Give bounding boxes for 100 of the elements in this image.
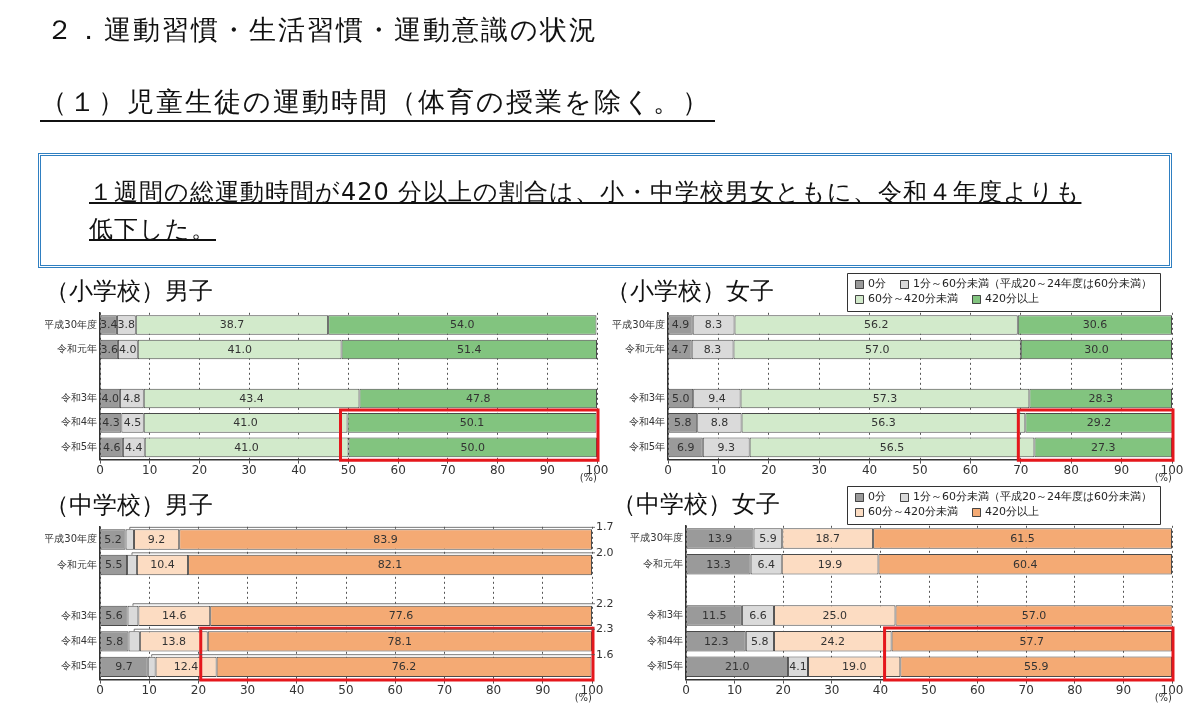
data-label: 4.4 [125, 440, 143, 454]
x-tick-label: 40 [291, 462, 307, 477]
data-label: 2.3 [596, 622, 614, 636]
data-label: 3.6 [100, 342, 118, 356]
data-label: 28.3 [1088, 391, 1113, 405]
y-tick-label: 令和元年 [57, 343, 97, 355]
data-label: 83.9 [373, 532, 398, 546]
y-tick-label: 令和3年 [628, 392, 665, 404]
data-label: 2.0 [596, 545, 614, 559]
chart-title: （中学校）男子 [45, 490, 213, 519]
data-label: 8.3 [704, 318, 723, 332]
x-tick-label: 10 [710, 462, 727, 477]
data-label: 5.8 [751, 634, 769, 648]
data-label: 21.0 [725, 660, 750, 674]
data-label: 47.8 [465, 391, 491, 405]
data-label: 56.2 [863, 318, 889, 332]
y-tick-label: 令和4年 [628, 416, 665, 428]
data-label: 13.8 [161, 634, 187, 648]
x-tick-label: 60 [969, 682, 986, 697]
y-tick-label: 令和4年 [646, 634, 683, 646]
data-label: 57.3 [872, 391, 898, 405]
data-label: 9.4 [708, 391, 726, 405]
x-tick-label: 30 [241, 462, 257, 477]
x-tick-label: 80 [485, 682, 502, 697]
data-label: 9.3 [717, 440, 735, 454]
data-label: 19.9 [817, 557, 843, 571]
x-tick-label: 90 [535, 682, 551, 697]
y-tick-label: 令和4年 [60, 634, 97, 646]
data-label: 5.8 [105, 634, 124, 648]
x-tick-label: 20 [190, 682, 207, 697]
text: （１）児童生徒の運動時間（体育の授業を除く。） [40, 84, 715, 122]
data-label: 57.0 [1021, 608, 1047, 622]
x-tick-label: 50 [921, 682, 937, 697]
x-tick-label: 90 [1115, 682, 1132, 697]
y-tick-label: 令和3年 [646, 609, 683, 621]
data-label: 3.8 [117, 318, 136, 332]
data-label: 4.1 [789, 660, 807, 674]
chart-title: （中学校）女子 [612, 489, 780, 518]
data-label: 77.6 [388, 609, 414, 623]
data-label: 2.2 [596, 596, 614, 610]
text: １週間の総運動時間が420 分以上の割合は、小・中学校男女ともに、令和４年度よりも低下した。 [89, 177, 1083, 245]
x-tick-label: 50 [340, 462, 357, 477]
data-label: 5.0 [672, 391, 690, 405]
x-tick-label: 0 [96, 462, 104, 477]
y-tick-label: 令和5年 [60, 440, 97, 452]
x-tick-label: 0 [664, 462, 672, 477]
data-label: 24.2 [820, 634, 846, 648]
x-tick-label: 20 [775, 682, 791, 697]
data-label: 13.3 [706, 557, 731, 571]
x-tick-label: 30 [239, 682, 256, 697]
x-tick-label: 90 [539, 462, 555, 477]
legend-label: 60分～420分未満 [868, 505, 959, 519]
y-tick-label: 令和元年 [57, 558, 97, 570]
x-tick-label: 50 [912, 462, 928, 477]
data-label: 4.3 [102, 416, 120, 430]
data-label: 13.9 [707, 531, 733, 545]
x-tick-label: 60 [962, 462, 979, 477]
data-label: 1.7 [596, 520, 614, 534]
y-tick-label: 令和元年 [625, 343, 665, 355]
x-tick-label: 10 [141, 682, 157, 697]
y-tick-label: 平成30年度 [630, 532, 683, 544]
x-tick-label: 20 [761, 462, 777, 477]
data-label: 41.0 [233, 416, 258, 430]
y-tick-label: 令和4年 [60, 416, 97, 428]
legend-label: 1分～60分未満（平成20～24年度は60分未満） [913, 490, 1153, 504]
data-label: 14.6 [162, 609, 187, 623]
data-label: 55.9 [1023, 660, 1049, 674]
legend-label: 1分～60分未満（平成20～24年度は60分未満） [913, 277, 1153, 291]
x-tick-label: 70 [1018, 682, 1034, 697]
legend-label: 60分～420分未満 [868, 292, 959, 306]
x-tick-label: 50 [338, 682, 354, 697]
data-label: 54.0 [450, 318, 475, 332]
data-label: 6.9 [676, 440, 695, 454]
x-tick-label: 90 [1113, 462, 1130, 477]
x-tick-label: 10 [142, 462, 158, 477]
data-label: 41.0 [234, 440, 259, 454]
data-label: 8.3 [703, 342, 722, 356]
data-label: 9.7 [115, 660, 133, 674]
x-tick-label: 60 [387, 682, 403, 697]
data-label: 56.3 [871, 416, 896, 430]
data-label: 82.1 [377, 558, 403, 572]
data-label: 43.4 [239, 391, 264, 405]
data-label: 29.2 [1086, 416, 1112, 430]
y-tick-label: 平成30年度 [44, 318, 97, 330]
data-label: 25.0 [822, 608, 847, 622]
data-label: 8.8 [710, 416, 729, 430]
data-label: 5.6 [105, 609, 123, 623]
chart-title: （小学校）男子 [45, 276, 213, 305]
data-label: 4.0 [119, 342, 137, 356]
y-tick-label: 令和5年 [646, 660, 683, 672]
data-label: 4.7 [671, 342, 689, 356]
data-label: 3.4 [99, 318, 118, 332]
x-tick-label: 80 [1063, 462, 1079, 477]
legend-label: 420分以上 [985, 292, 1040, 306]
data-label: 30.0 [1084, 342, 1109, 356]
data-label: 9.2 [147, 532, 166, 546]
x-tick-label: 70 [1013, 462, 1029, 477]
data-label: 12.3 [703, 634, 729, 648]
x-tick-label: 0 [96, 682, 104, 697]
data-label: 4.5 [123, 416, 142, 430]
